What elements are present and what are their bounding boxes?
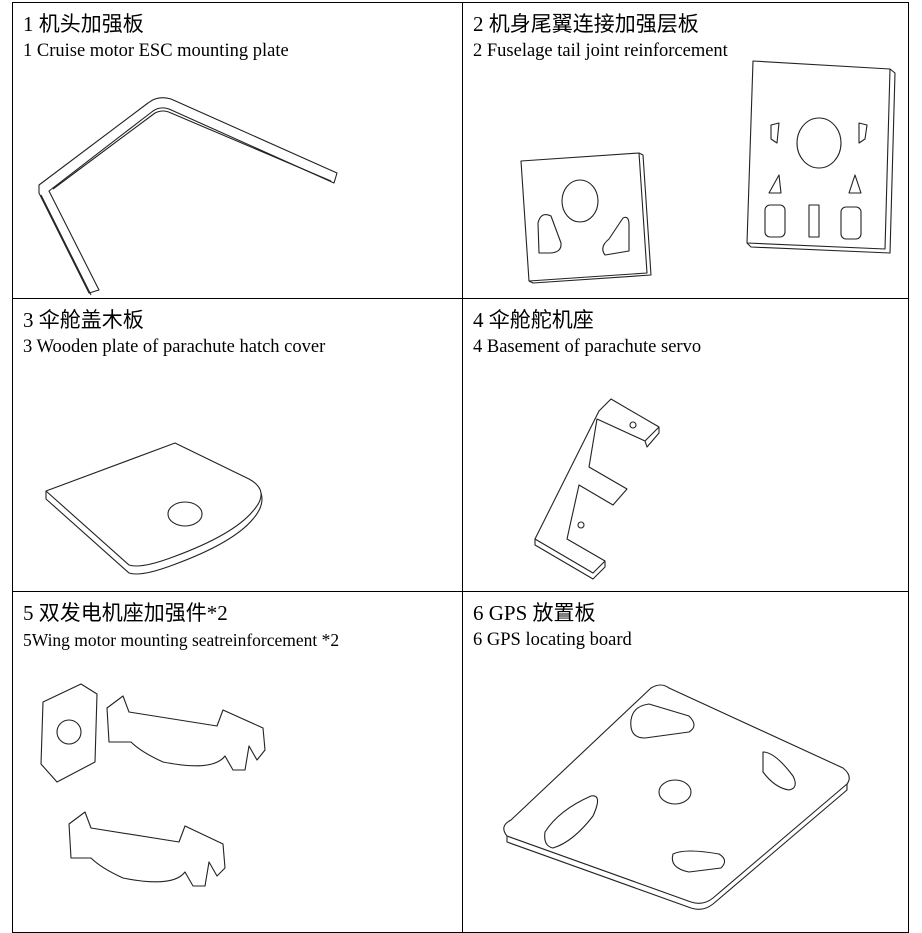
table-cell: 4 伞舱舵机座 4 Basement of parachute servo — [462, 298, 909, 592]
plate — [45, 442, 262, 567]
drawing — [38, 97, 338, 296]
cell-title: 4 伞舱舵机座 — [473, 308, 594, 332]
cell-caption: 2 Fuselage tail joint reinforcement — [473, 41, 728, 61]
cutout — [858, 122, 868, 144]
cutout — [848, 174, 862, 194]
drawing — [40, 683, 266, 887]
plate-outline — [38, 97, 338, 294]
table-cell: 1 机头加强板 1 Cruise motor ESC mounting plat… — [12, 2, 463, 299]
plate — [520, 152, 648, 282]
hole — [796, 117, 842, 169]
hole — [629, 421, 637, 429]
hole — [56, 719, 82, 745]
plate-edge — [528, 152, 652, 284]
board — [503, 684, 850, 904]
plate — [746, 60, 891, 250]
cell-caption: 5Wing motor mounting seatreinforcement *… — [23, 630, 340, 650]
cutout — [762, 751, 796, 791]
cutout — [671, 850, 726, 873]
cutout — [808, 204, 820, 238]
table-cell: 2 机身尾翼连接加强层板 2 Fuselage tail joint reinf… — [462, 2, 909, 299]
bar — [68, 811, 226, 887]
cell-caption: 6 GPS locating board — [473, 630, 632, 650]
cutout — [768, 174, 782, 194]
bracket-edge — [644, 427, 660, 448]
bracket — [534, 398, 660, 574]
plate-edge — [746, 68, 896, 254]
cutout — [770, 122, 780, 144]
drawing — [520, 60, 896, 284]
cell-title: 2 机身尾翼连接加强层板 — [473, 12, 699, 36]
cutout — [544, 795, 599, 849]
drawing — [503, 684, 850, 910]
board-edge — [506, 784, 848, 910]
cutout — [630, 703, 695, 739]
hole — [577, 521, 585, 529]
cutout — [764, 204, 786, 238]
drawing — [534, 398, 660, 580]
cell-title: 5 双发电机座加强件*2 — [23, 601, 228, 625]
table-cell: 5 双发电机座加强件*2 5Wing motor mounting seatre… — [12, 591, 463, 933]
cell-caption: 3 Wooden plate of parachute hatch cover — [23, 337, 326, 357]
cell-caption: 4 Basement of parachute servo — [473, 337, 702, 357]
drawing — [45, 442, 263, 575]
cutout — [602, 216, 630, 256]
plate-edge — [52, 110, 332, 190]
hole — [167, 501, 203, 527]
table-cell: 3 伞舱盖木板 3 Wooden plate of parachute hatc… — [12, 298, 463, 592]
table-cell: 6 GPS 放置板 6 GPS locating board — [462, 591, 909, 933]
bracket-edge — [534, 539, 606, 580]
cell-caption: 1 Cruise motor ESC mounting plate — [23, 41, 289, 61]
cell-title: 1 机头加强板 — [23, 12, 144, 36]
cutout — [537, 214, 562, 254]
motor-mount — [40, 683, 98, 783]
plate-edge — [45, 491, 263, 575]
plate-edge — [40, 194, 92, 296]
hole — [658, 779, 692, 805]
cutout — [840, 206, 862, 240]
cell-title: 6 GPS 放置板 — [473, 601, 596, 625]
cell-title: 3 伞舱盖木板 — [23, 308, 144, 332]
hole — [561, 179, 599, 223]
bar — [106, 695, 266, 771]
